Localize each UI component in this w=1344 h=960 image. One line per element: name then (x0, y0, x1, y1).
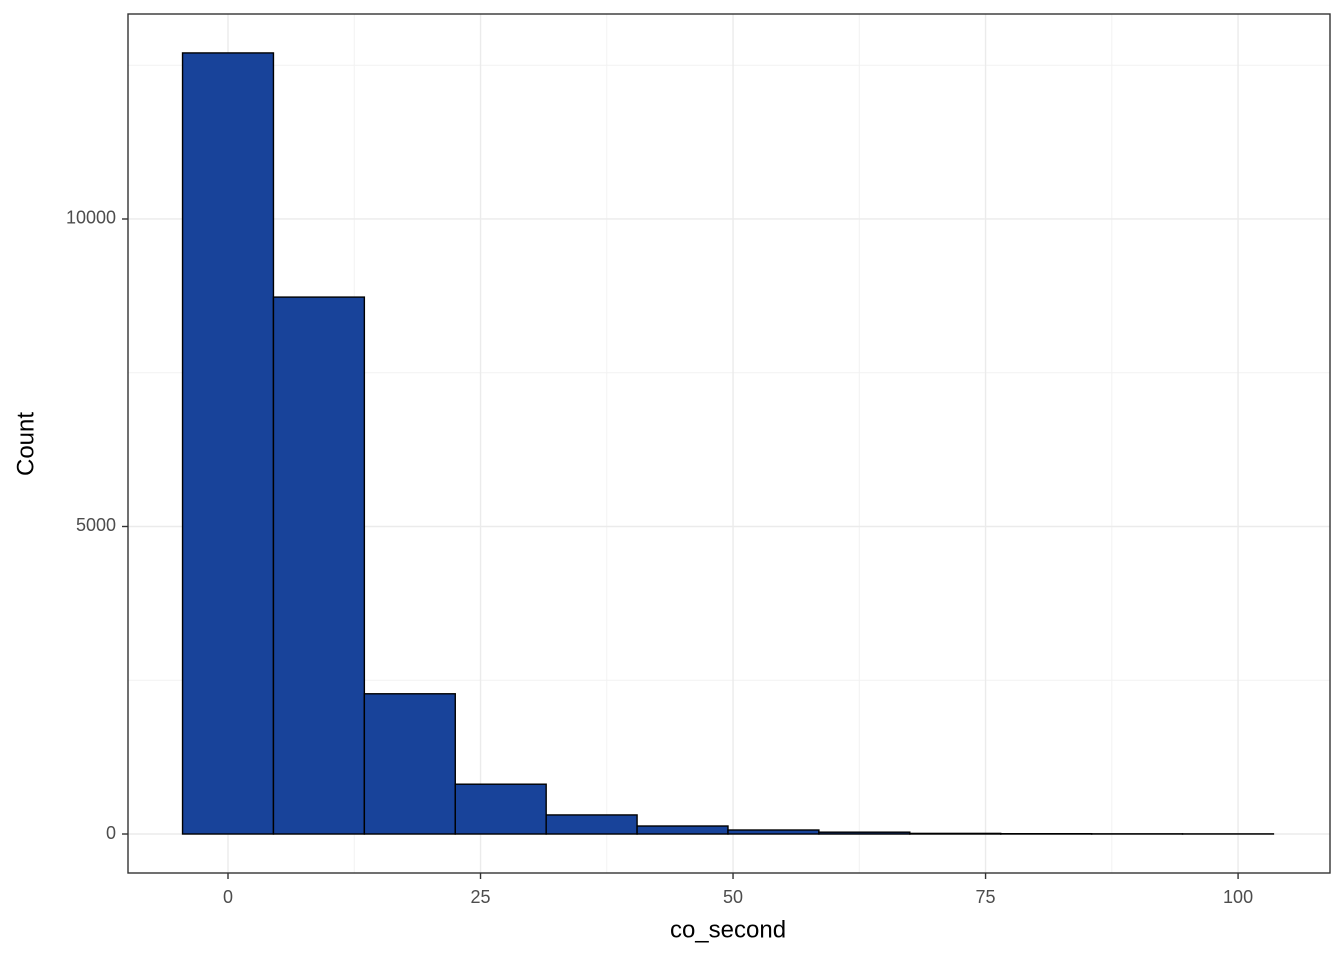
bar (818, 831, 911, 835)
x-tick-label: 0 (223, 887, 233, 907)
x-tick-label: 50 (723, 887, 743, 907)
y-tick-label: 5000 (76, 515, 116, 535)
bar (363, 693, 456, 835)
x-tick-label: 100 (1223, 887, 1253, 907)
bar (727, 829, 820, 835)
panel-border (127, 13, 1331, 874)
x-tick-label: 25 (471, 887, 491, 907)
y-axis-title: Count (12, 412, 39, 476)
bar (454, 783, 547, 835)
y-tick-label: 0 (106, 823, 116, 843)
bar (272, 296, 366, 835)
bar (909, 832, 1002, 835)
x-tick-label: 75 (976, 887, 996, 907)
bar (545, 814, 638, 835)
y-tick-label: 10000 (66, 208, 116, 228)
bar (181, 52, 275, 835)
x-axis-title: co_second (670, 916, 786, 943)
bar (636, 825, 729, 835)
